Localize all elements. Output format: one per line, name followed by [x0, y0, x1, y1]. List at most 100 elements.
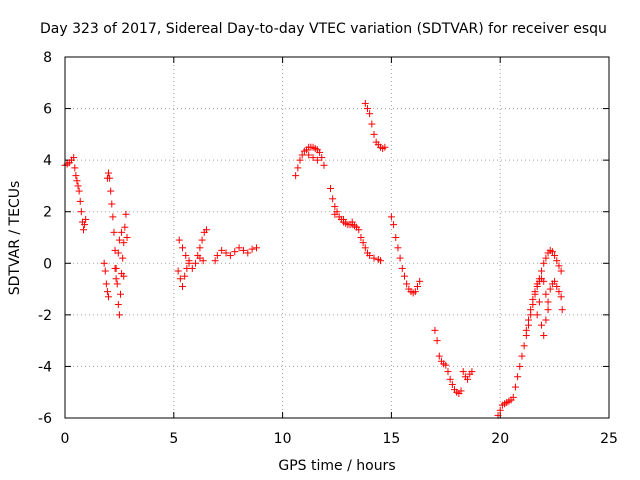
- data-point: [176, 275, 184, 283]
- data-point: [518, 352, 526, 360]
- data-point: [294, 164, 302, 172]
- data-point: [202, 226, 210, 234]
- data-point: [555, 288, 563, 296]
- data-point: [509, 393, 517, 401]
- data-point: [387, 213, 395, 221]
- data-point: [316, 148, 324, 156]
- data-point: [516, 362, 524, 370]
- data-point: [431, 326, 439, 334]
- data-point: [551, 277, 559, 285]
- data-point: [414, 282, 422, 290]
- data-point: [542, 316, 550, 324]
- data-point: [381, 143, 389, 151]
- data-point: [527, 306, 535, 314]
- data-point: [196, 254, 204, 262]
- data-point: [239, 246, 247, 254]
- plot-frame: [64, 56, 610, 419]
- x-tick-label: 10: [274, 431, 292, 447]
- data-point: [524, 316, 532, 324]
- data-point: [318, 154, 326, 162]
- data-point: [105, 293, 113, 301]
- data-point: [298, 151, 306, 159]
- data-point: [435, 352, 443, 360]
- data-point: [363, 105, 371, 113]
- data-point: [548, 248, 556, 256]
- data-point: [109, 213, 117, 221]
- data-point: [326, 185, 334, 193]
- data-point: [100, 259, 108, 267]
- data-point: [361, 99, 369, 107]
- data-point: [557, 293, 565, 301]
- data-point: [179, 282, 187, 290]
- x-tick-label: 5: [169, 431, 178, 447]
- data-point: [553, 282, 561, 290]
- data-point: [182, 252, 190, 260]
- data-point: [446, 375, 454, 383]
- data-point: [122, 210, 130, 218]
- data-point: [181, 272, 189, 280]
- data-point: [75, 187, 83, 195]
- data-point: [76, 197, 84, 205]
- data-point: [557, 267, 565, 275]
- data-point: [114, 301, 122, 309]
- data-point: [196, 244, 204, 252]
- data-point: [396, 254, 404, 262]
- data-point: [116, 290, 124, 298]
- data-point: [81, 221, 89, 229]
- data-point: [448, 380, 456, 388]
- data-point: [533, 311, 541, 319]
- data-point: [514, 373, 522, 381]
- data-point: [79, 226, 87, 234]
- data-point: [320, 161, 328, 169]
- x-tick-label: 25: [600, 431, 618, 447]
- data-point: [370, 130, 378, 138]
- data-point: [179, 244, 187, 252]
- axis-ticks: 0 5 10 15 20 25 -6 -4 -2 0 2 4 6 8: [38, 50, 618, 447]
- data-point: [331, 210, 339, 218]
- data-point: [120, 272, 128, 280]
- data-point: [411, 288, 419, 296]
- data-point: [70, 154, 78, 162]
- data-point: [113, 280, 121, 288]
- data-point: [110, 228, 118, 236]
- y-tick-label: -2: [38, 308, 52, 324]
- data-point: [235, 244, 243, 252]
- data-point: [546, 285, 554, 293]
- data-point: [231, 248, 239, 256]
- data-point: [359, 239, 367, 247]
- data-point: [558, 306, 566, 314]
- data-point: [340, 215, 348, 223]
- data-point: [252, 244, 260, 252]
- data-point: [331, 203, 339, 211]
- data-point: [398, 264, 406, 272]
- data-point: [535, 298, 543, 306]
- data-point: [198, 236, 206, 244]
- data-point: [114, 249, 122, 257]
- data-point: [103, 288, 111, 296]
- data-point: [112, 275, 120, 283]
- data-point: [555, 262, 563, 270]
- data-point: [174, 267, 182, 275]
- data-point: [538, 321, 546, 329]
- data-point: [540, 259, 548, 267]
- data-point: [403, 280, 411, 288]
- data-point: [74, 182, 82, 190]
- data-point: [531, 288, 539, 296]
- data-point: [296, 156, 304, 164]
- data-point: [329, 195, 337, 203]
- data-point: [553, 257, 561, 265]
- data-point: [542, 254, 550, 262]
- data-point: [226, 252, 234, 260]
- data-point: [459, 368, 467, 376]
- data-point: [390, 221, 398, 229]
- data-point: [551, 252, 559, 260]
- data-point: [542, 290, 550, 298]
- data-point: [313, 156, 321, 164]
- data-points: [61, 99, 566, 419]
- data-point: [244, 249, 252, 257]
- data-point: [292, 172, 300, 180]
- grid: [65, 57, 609, 418]
- data-point: [394, 244, 402, 252]
- data-point: [416, 277, 424, 285]
